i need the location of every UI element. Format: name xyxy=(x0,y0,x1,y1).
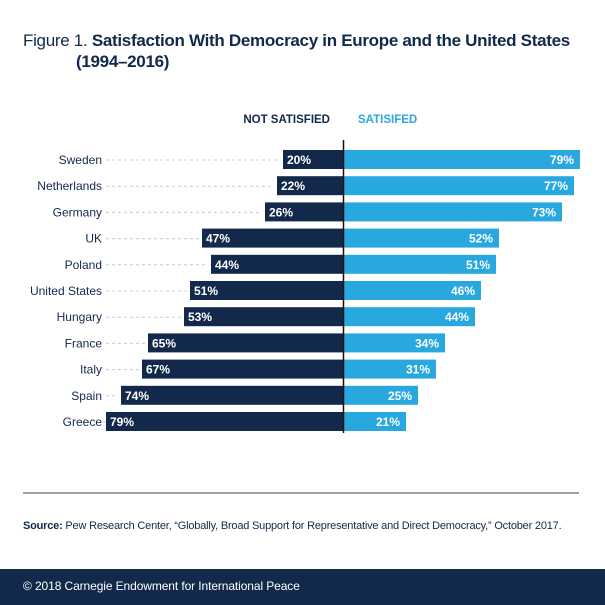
value-label-satisfied: 34% xyxy=(415,336,439,350)
category-label: France xyxy=(65,336,103,350)
bar-not-satisfied xyxy=(184,307,343,327)
value-label-satisfied: 77% xyxy=(544,179,568,193)
bar-satisfied xyxy=(343,385,418,405)
category-label: UK xyxy=(85,232,102,246)
category-label: Spain xyxy=(71,389,102,403)
category-label: Germany xyxy=(53,205,102,219)
value-label-satisfied: 44% xyxy=(445,310,469,324)
bar-not-satisfied xyxy=(190,281,343,300)
value-label-satisfied: 51% xyxy=(466,258,490,272)
category-label: Netherlands xyxy=(37,179,102,193)
value-label-not-satisfied: 22% xyxy=(281,179,305,193)
bar-not-satisfied xyxy=(142,359,343,379)
bar-satisfied xyxy=(343,150,580,169)
value-label-not-satisfied: 79% xyxy=(110,415,134,429)
value-label-satisfied: 31% xyxy=(406,363,430,377)
chart-row: Poland 44% 51% xyxy=(65,254,496,274)
bar-satisfied xyxy=(343,307,475,327)
category-label: Greece xyxy=(63,415,103,429)
chart-row: Spain 74% 25% xyxy=(71,385,418,405)
value-label-satisfied: 25% xyxy=(388,389,412,403)
value-label-not-satisfied: 44% xyxy=(215,258,239,272)
bar-not-satisfied xyxy=(202,228,343,248)
copyright-text: © 2018 Carnegie Endowment for Internatio… xyxy=(23,579,300,593)
bar-not-satisfied xyxy=(265,202,343,222)
legend-not-satisfied: NOT SATISFIED xyxy=(243,114,330,126)
value-label-not-satisfied: 47% xyxy=(206,232,230,246)
category-label: United States xyxy=(30,284,102,298)
bar-satisfied xyxy=(343,254,496,274)
chart-row: Sweden 20% 79% xyxy=(59,150,580,169)
category-label: Hungary xyxy=(57,310,102,324)
chart-row: Hungary 53% 44% xyxy=(57,307,475,327)
bar-satisfied xyxy=(343,176,574,196)
bar-not-satisfied xyxy=(106,412,343,431)
chart-row: United States 51% 46% xyxy=(30,281,481,300)
source-text: Pew Research Center, “Globally, Broad Su… xyxy=(62,520,562,532)
chart-row: Netherlands 22% 77% xyxy=(37,176,574,196)
value-label-not-satisfied: 26% xyxy=(269,205,293,219)
value-label-satisfied: 21% xyxy=(376,415,400,429)
chart-row: Italy 67% 31% xyxy=(80,359,436,379)
bar-not-satisfied xyxy=(121,385,343,405)
value-label-satisfied: 46% xyxy=(451,284,475,298)
value-label-satisfied: 73% xyxy=(532,205,556,219)
category-label: Sweden xyxy=(59,153,102,167)
chart-row: Greece 79% 21% xyxy=(63,412,406,431)
bar-satisfied xyxy=(343,412,406,431)
chart-row: Germany 26% 73% xyxy=(53,202,562,222)
value-label-satisfied: 52% xyxy=(469,232,493,246)
value-label-not-satisfied: 65% xyxy=(152,336,176,350)
value-label-satisfied: 79% xyxy=(550,153,574,167)
value-label-not-satisfied: 20% xyxy=(287,153,311,167)
value-label-not-satisfied: 74% xyxy=(125,389,149,403)
bar-satisfied xyxy=(343,333,445,353)
chart-row: UK 47% 52% xyxy=(85,228,499,248)
bar-satisfied xyxy=(343,228,499,248)
bar-satisfied xyxy=(343,359,436,379)
value-label-not-satisfied: 53% xyxy=(188,310,212,324)
source-note: Source: Pew Research Center, “Globally, … xyxy=(23,519,583,534)
figure-label: Figure 1. xyxy=(23,31,88,50)
chart-row: France 65% 34% xyxy=(65,333,445,353)
bar-not-satisfied xyxy=(211,254,343,274)
footer-bar: © 2018 Carnegie Endowment for Internatio… xyxy=(0,569,605,605)
category-label: Poland xyxy=(65,258,102,272)
figure-title-line1: Satisfaction With Democracy in Europe an… xyxy=(91,31,570,50)
figure-title-line2: (1994–2016) xyxy=(76,52,170,71)
divider-line xyxy=(23,492,579,494)
bar-satisfied xyxy=(343,202,562,222)
bar-not-satisfied xyxy=(283,150,343,169)
legend-satisfied: SATISIFED xyxy=(358,114,417,126)
source-label: Source: xyxy=(23,520,63,532)
bar-satisfied xyxy=(343,281,481,300)
bar-not-satisfied xyxy=(277,176,343,196)
figure-title: Figure 1. Satisfaction With Democracy in… xyxy=(23,30,570,71)
bar-not-satisfied xyxy=(148,333,343,353)
category-label: Italy xyxy=(80,363,102,377)
value-label-not-satisfied: 51% xyxy=(194,284,218,298)
value-label-not-satisfied: 67% xyxy=(146,363,170,377)
diverging-bar-chart: NOT SATISFIED SATISIFED Sweden 20% 79% Neth… xyxy=(30,114,580,433)
